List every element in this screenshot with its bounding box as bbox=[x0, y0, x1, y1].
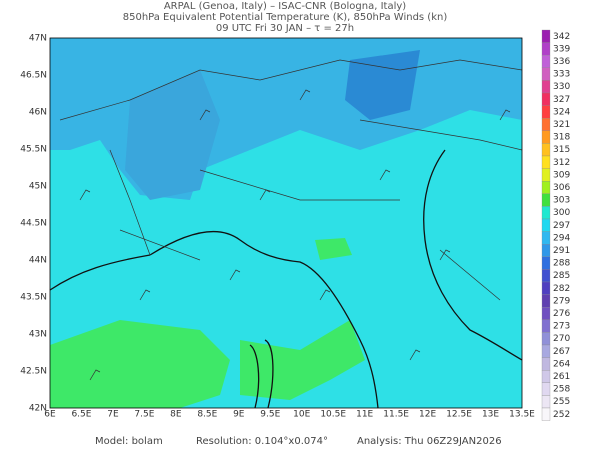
colorbar-cell bbox=[541, 181, 551, 194]
title-line: 09 UTC Fri 30 JAN – τ = 27h bbox=[216, 23, 354, 34]
lon-tick-label: 7.5E bbox=[134, 410, 154, 420]
colorbar-label: 255 bbox=[553, 397, 570, 407]
colorbar-cell bbox=[541, 155, 551, 169]
colorbar-label: 303 bbox=[553, 196, 570, 206]
footer-analysis: Analysis: Thu 06Z29JAN2026 bbox=[357, 436, 502, 447]
colorbar-cell bbox=[541, 319, 551, 333]
colorbar-label: 273 bbox=[553, 322, 570, 332]
wind-barbs bbox=[79, 89, 511, 381]
colorbar-label: 270 bbox=[553, 334, 570, 344]
footer-model: Model: bolam bbox=[95, 436, 163, 447]
colorbar-label: 282 bbox=[553, 284, 570, 294]
colorbar-label: 261 bbox=[553, 372, 570, 382]
colorbar-label: 312 bbox=[553, 158, 570, 168]
colorbar-label: 309 bbox=[553, 170, 570, 180]
colorbar-label: 252 bbox=[553, 410, 570, 420]
lon-tick-label: 9.5E bbox=[260, 410, 280, 420]
colorbar-cell bbox=[541, 294, 551, 308]
colorbar-label: 324 bbox=[553, 107, 570, 117]
colorbar-label: 315 bbox=[553, 145, 570, 155]
colorbar-cell bbox=[541, 92, 551, 106]
colorbar-label: 330 bbox=[553, 82, 570, 92]
lon-tick-label: 6.5E bbox=[71, 410, 91, 420]
colorbar-cell bbox=[541, 244, 551, 257]
colorbar-cell bbox=[541, 269, 551, 283]
lon-tick-label: 13.5E bbox=[509, 410, 535, 420]
lat-tick-label: 45.5N bbox=[20, 145, 47, 155]
colorbar-label: 285 bbox=[553, 271, 570, 281]
lon-tick-label: 6E bbox=[44, 410, 56, 420]
map bbox=[49, 37, 523, 409]
colorbar-cell bbox=[541, 29, 551, 43]
colorbar-cell bbox=[541, 344, 551, 358]
colorbar-cell bbox=[541, 357, 551, 371]
lat-tick-label: 46.5N bbox=[20, 71, 47, 81]
lon-tick-label: 11.5E bbox=[383, 410, 409, 420]
lon-tick-label: 9E bbox=[233, 410, 245, 420]
colorbar-cell bbox=[541, 307, 551, 320]
colorbar-cell bbox=[541, 67, 551, 81]
lon-tick-label: 7E bbox=[107, 410, 119, 420]
colorbar-label: 258 bbox=[553, 385, 570, 395]
lon-tick-label: 10E bbox=[293, 410, 310, 420]
footer-resolution: Resolution: 0.104°x0.074° bbox=[196, 436, 328, 447]
colorbar-cell bbox=[541, 332, 551, 346]
colorbar-label: 267 bbox=[553, 347, 570, 357]
colorbar-cell bbox=[541, 256, 551, 270]
colorbar-label: 279 bbox=[553, 296, 570, 306]
colorbar-cell bbox=[541, 105, 551, 119]
colorbar-cell bbox=[541, 407, 551, 421]
lon-tick-label: 12E bbox=[419, 410, 436, 420]
colorbar-cell bbox=[541, 118, 551, 131]
colorbar-cell bbox=[541, 395, 551, 409]
lat-tick-label: 47N bbox=[29, 34, 47, 44]
colorbar-cell bbox=[541, 42, 551, 56]
colorbar-label: 264 bbox=[553, 359, 570, 369]
lat-tick-label: 46N bbox=[29, 108, 47, 118]
lat-tick-label: 43N bbox=[29, 330, 47, 340]
colorbar-cell bbox=[541, 168, 551, 182]
colorbar-cell bbox=[541, 206, 551, 220]
lat-tick-label: 43.5N bbox=[20, 293, 47, 303]
lon-tick-label: 11E bbox=[356, 410, 373, 420]
colorbar-label: 339 bbox=[553, 44, 570, 54]
colorbar-cell bbox=[541, 218, 551, 232]
colorbar-label: 327 bbox=[553, 95, 570, 105]
colorbar-label: 291 bbox=[553, 246, 570, 256]
colorbar-label: 318 bbox=[553, 133, 570, 143]
colorbar-label: 294 bbox=[553, 233, 570, 243]
colorbar-label: 300 bbox=[553, 208, 570, 218]
colorbar-label: 306 bbox=[553, 183, 570, 193]
colorbar-cell bbox=[541, 231, 551, 245]
colorbar-cell bbox=[541, 193, 551, 207]
lat-tick-label: 44.5N bbox=[20, 219, 47, 229]
lon-tick-label: 13E bbox=[482, 410, 499, 420]
colorbar-label: 336 bbox=[553, 57, 570, 67]
lon-tick-label: 8E bbox=[170, 410, 182, 420]
title-line: 850hPa Equivalent Potential Temperature … bbox=[123, 12, 448, 23]
colorbar-cell bbox=[541, 281, 551, 295]
colorbar-label: 276 bbox=[553, 309, 570, 319]
colorbar-cell bbox=[541, 130, 551, 144]
colorbar-label: 342 bbox=[553, 32, 570, 42]
lon-tick-label: 10.5E bbox=[320, 410, 346, 420]
colorbar-cell bbox=[541, 382, 551, 396]
lat-tick-label: 42N bbox=[29, 404, 47, 414]
colorbar-cell bbox=[541, 370, 551, 383]
colorbar-label: 288 bbox=[553, 259, 570, 269]
colorbar-cell bbox=[541, 143, 551, 157]
lat-tick-label: 45N bbox=[29, 182, 47, 192]
colorbar-cell bbox=[541, 80, 551, 94]
lon-tick-label: 12.5E bbox=[446, 410, 472, 420]
colorbar-label: 333 bbox=[553, 70, 570, 80]
title-line: ARPAL (Genoa, Italy) – ISAC-CNR (Bologna… bbox=[164, 1, 406, 12]
lat-tick-label: 42.5N bbox=[20, 367, 47, 377]
colorbar-cell bbox=[541, 55, 551, 68]
colorbar-label: 297 bbox=[553, 221, 570, 231]
lon-tick-label: 8.5E bbox=[197, 410, 217, 420]
lat-tick-label: 44N bbox=[29, 256, 47, 266]
colorbar-label: 321 bbox=[553, 120, 570, 130]
